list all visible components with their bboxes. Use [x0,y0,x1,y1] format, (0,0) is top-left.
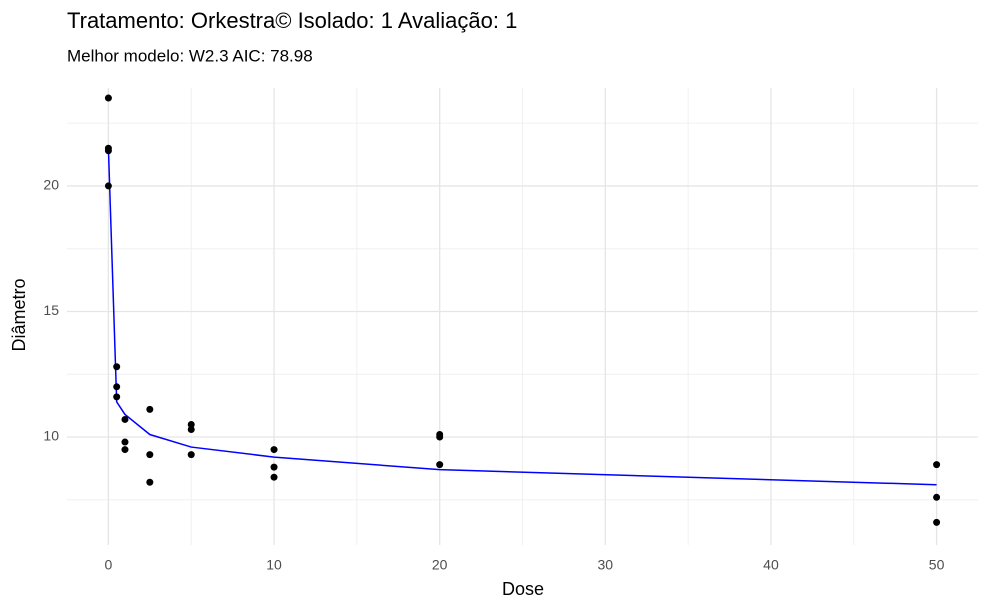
data-point [436,461,444,469]
data-point [187,451,195,459]
data-point [933,461,941,469]
x-axis-label: Dose [502,579,544,599]
x-tick-label: 30 [598,557,614,573]
y-axis-label: Diâmetro [9,278,29,351]
data-point [436,433,444,441]
data-point [270,446,278,454]
data-point [113,383,121,391]
data-point [104,147,112,155]
y-tick-label: 15 [43,302,59,318]
fit-line [107,148,937,486]
x-tick-label: 0 [105,557,113,573]
y-tick-label: 20 [43,177,59,193]
chart-title: Tratamento: Orkestra© Isolado: 1 Avaliaç… [67,8,517,33]
data-point [270,463,278,471]
data-point [187,420,195,428]
x-tick-label: 50 [929,557,945,573]
data-point [146,478,154,486]
data-point [113,363,121,371]
data-point [933,493,941,501]
data-point [104,182,112,190]
y-tick-label: 10 [43,428,59,444]
data-point [146,405,154,413]
x-tick-label: 20 [432,557,448,573]
data-point [104,94,112,102]
data-point [187,425,195,433]
data-point [121,446,129,454]
data-point [121,415,129,423]
data-point [933,518,941,526]
data-point [146,451,154,459]
x-tick-label: 40 [763,557,779,573]
data-point [121,438,129,446]
data-point [270,473,278,481]
x-tick-label: 10 [266,557,282,573]
data-point [113,393,121,401]
chart-subtitle: Melhor modelo: W2.3 AIC: 78.98 [67,46,313,65]
